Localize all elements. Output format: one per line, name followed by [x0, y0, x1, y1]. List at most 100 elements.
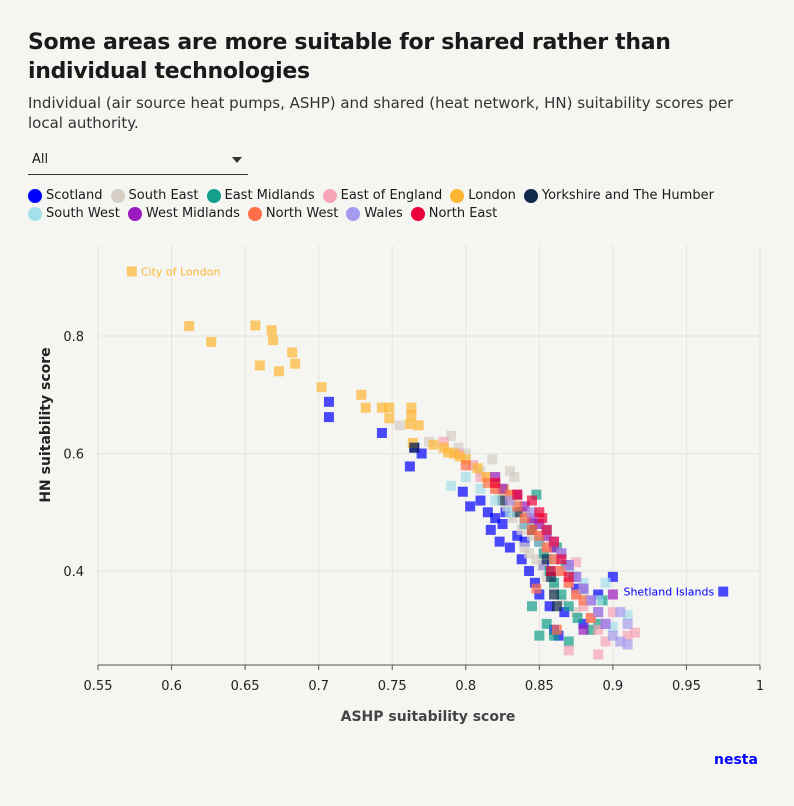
legend-item-south-west[interactable]: South West [28, 205, 120, 223]
point-south-east [549, 583, 560, 594]
point-south-west [490, 495, 501, 506]
legend-item-east-midlands[interactable]: East Midlands [206, 187, 315, 205]
point-yorkshire-and-the-humber [541, 554, 552, 565]
point-wales [571, 571, 582, 582]
point-scotland [512, 530, 523, 541]
point-south-west [475, 483, 486, 494]
point-east-of-england [578, 601, 589, 612]
legend-item-yorkshire-and-the-humber[interactable]: Yorkshire and The Humber [523, 187, 714, 205]
point-scotland [404, 461, 415, 472]
region-filter-dropdown[interactable]: All [28, 148, 248, 175]
point-south-west [504, 507, 515, 518]
point-south-east [394, 420, 405, 431]
point-london [266, 325, 277, 336]
x-tick-label: 0.9 [603, 679, 624, 694]
point-south-east [571, 607, 582, 618]
point-north-west [549, 554, 560, 565]
legend-label: South East [128, 188, 199, 203]
point-yorkshire-and-the-humber [497, 495, 508, 506]
point-west-midlands [526, 513, 537, 524]
legend-label: North East [428, 206, 498, 221]
point-london [206, 336, 217, 347]
point-north-west [504, 489, 515, 500]
point-scotland [607, 571, 618, 582]
x-tick-label: 0.85 [525, 679, 554, 694]
point-south-west [578, 577, 589, 588]
legend-swatch [322, 189, 337, 203]
legend-swatch [410, 207, 425, 221]
point-north-west [585, 613, 596, 624]
point-south-east [578, 589, 589, 600]
point-east-of-england [563, 645, 574, 656]
point-south-east [519, 542, 530, 553]
chart-subtitle: Individual (air source heat pumps, ASHP)… [28, 94, 734, 132]
point-london [126, 266, 137, 277]
point-wales [578, 583, 589, 594]
legend-label: East of England [340, 188, 443, 203]
point-west-midlands [497, 483, 508, 494]
legend-item-south-east[interactable]: South East [110, 187, 199, 205]
legend-item-london[interactable]: London [450, 187, 516, 205]
point-london [356, 389, 367, 400]
point-north-east [490, 477, 501, 488]
legend-label: Yorkshire and The Humber [541, 188, 714, 203]
nesta-logo: nesta [714, 752, 758, 768]
point-wales [615, 607, 626, 618]
legend-item-west-midlands[interactable]: West Midlands [127, 205, 240, 223]
legend-item-scotland[interactable]: Scotland [28, 187, 103, 205]
point-wales [607, 630, 618, 641]
point-wales [556, 548, 567, 559]
point-scotland [593, 589, 604, 600]
point-north-east [526, 495, 537, 506]
point-north-east [534, 507, 545, 518]
point-east-of-england [629, 627, 640, 638]
point-scotland [519, 536, 530, 547]
legend-item-east-of-england[interactable]: East of England [322, 187, 443, 205]
point-london [460, 454, 471, 465]
legend-item-wales[interactable]: Wales [346, 205, 403, 223]
point-wales [585, 595, 596, 606]
point-east-midlands [593, 618, 604, 629]
point-wales [504, 495, 515, 506]
point-west-midlands [578, 624, 589, 635]
point-scotland [482, 507, 493, 518]
legend: Scotland South East East Midlands East of E… [28, 187, 768, 223]
point-north-west [578, 595, 589, 606]
point-east-midlands [563, 601, 574, 612]
point-south-east [524, 548, 535, 559]
point-london [273, 366, 284, 377]
legend-label: East Midlands [224, 188, 315, 203]
legend-item-north-east[interactable]: North East [410, 205, 498, 223]
point-scotland [465, 501, 476, 512]
point-north-west [531, 583, 542, 594]
point-scotland [524, 566, 535, 577]
point-london [250, 320, 261, 331]
point-yorkshire-and-the-humber [546, 571, 557, 582]
point-scotland [534, 589, 545, 600]
point-south-east [487, 454, 498, 465]
point-north-east [556, 554, 567, 565]
point-west-midlands [549, 542, 560, 553]
point-north-west [512, 501, 523, 512]
point-east-midlands [549, 577, 560, 588]
point-east-midlands [526, 601, 537, 612]
point-east-of-england [593, 624, 604, 635]
annotation-label: City of London [141, 265, 221, 278]
point-east-midlands [556, 589, 567, 600]
point-south-west [600, 577, 611, 588]
legend-swatch [206, 189, 221, 203]
point-north-west [490, 483, 501, 494]
legend-item-north-west[interactable]: North West [247, 205, 339, 223]
point-scotland [529, 577, 540, 588]
legend-swatch [110, 189, 125, 203]
point-yorkshire-and-the-humber [551, 601, 562, 612]
point-london [449, 448, 460, 459]
x-tick-label: 0.75 [378, 679, 407, 694]
y-tick-label: 0.8 [63, 330, 84, 345]
legend-swatch [450, 189, 465, 203]
annotation-label: Shetland Islands [623, 586, 714, 599]
legend-label: London [468, 188, 516, 203]
legend-swatch [247, 207, 262, 221]
legend-label: North West [265, 206, 339, 221]
point-south-east [531, 554, 542, 565]
